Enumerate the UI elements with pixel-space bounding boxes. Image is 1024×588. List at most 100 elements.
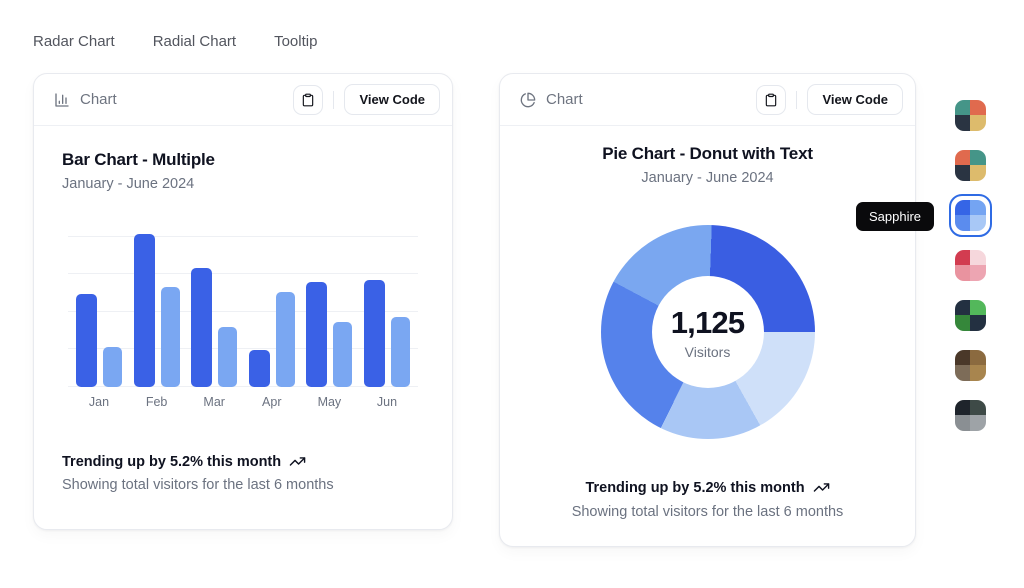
bar-desktop xyxy=(363,280,385,387)
swatch-quadrant xyxy=(970,249,986,265)
bar-desktop xyxy=(76,294,97,387)
bar-desktop xyxy=(191,268,213,387)
header-divider xyxy=(333,90,335,109)
nav-item-radar-chart[interactable]: Radar Chart xyxy=(33,33,115,50)
bar-card-header: Chart View Code xyxy=(34,74,452,126)
theme-swatch-5[interactable] xyxy=(954,299,986,331)
donut-total-value: 1,125 xyxy=(670,304,745,340)
bar-chart-card: Chart View Code Bar Chart - Multiple Jan… xyxy=(33,73,453,530)
swatch-quadrant xyxy=(954,165,970,181)
x-axis-label: Feb xyxy=(145,395,168,409)
swatch-quadrant xyxy=(970,149,986,165)
bar-desktop xyxy=(248,350,270,387)
pie-footer-description: Showing total visitors for the last 6 mo… xyxy=(571,504,844,520)
theme-swatch-4[interactable] xyxy=(954,249,986,281)
gridline xyxy=(68,310,418,312)
swatch-quadrant xyxy=(954,115,970,131)
bar-desktop xyxy=(306,282,328,387)
bar-axis-labels: Jan Feb Mar Apr May Jun xyxy=(76,395,410,409)
theme-swatch-1[interactable] xyxy=(954,99,986,131)
swatch-quadrant xyxy=(954,249,970,265)
swatch-quadrant xyxy=(954,315,970,331)
pie-chart-title: Pie Chart - Donut with Text xyxy=(602,144,813,163)
trending-up-icon xyxy=(813,479,830,496)
clipboard-icon xyxy=(301,93,315,107)
gridline xyxy=(68,235,418,237)
pie-footer-trend: Trending up by 5.2% this month xyxy=(528,479,887,496)
swatch-row xyxy=(946,340,994,390)
swatch-quadrant xyxy=(954,265,970,281)
clipboard-icon xyxy=(764,93,778,107)
bar-group-apr xyxy=(248,292,295,387)
bar-group-feb xyxy=(133,234,180,387)
bar-mobile xyxy=(160,287,180,387)
swatch-quadrant xyxy=(954,199,970,215)
view-code-button[interactable]: View Code xyxy=(807,84,903,115)
swatch-quadrant xyxy=(970,365,986,381)
header-divider xyxy=(796,90,798,109)
bar-group-jan xyxy=(76,294,122,387)
swatch-quadrant xyxy=(954,149,970,165)
gridline xyxy=(68,386,418,387)
donut-chart: 1,125 Visitors xyxy=(600,225,815,439)
swatch-quadrant xyxy=(970,199,986,215)
swatch-row xyxy=(946,190,994,240)
x-axis-label: Jan xyxy=(88,395,110,409)
x-axis-label: Jun xyxy=(376,395,398,409)
swatch-row xyxy=(946,240,994,290)
swatch-row xyxy=(946,90,994,140)
theme-swatch-6[interactable] xyxy=(954,349,986,381)
theme-swatch-sapphire[interactable] xyxy=(954,199,986,231)
swatch-quadrant xyxy=(970,349,986,365)
view-code-button[interactable]: View Code xyxy=(344,84,440,115)
card-header-label: Chart xyxy=(80,91,117,108)
swatch-quadrant xyxy=(970,265,986,281)
swatch-quadrant xyxy=(954,215,970,231)
theme-swatch-2[interactable] xyxy=(954,149,986,181)
swatch-quadrant xyxy=(954,99,970,115)
gridline xyxy=(68,348,418,350)
bar-chart-icon xyxy=(54,92,70,108)
theme-swatch-7[interactable] xyxy=(954,399,986,431)
swatch-quadrant xyxy=(970,99,986,115)
copy-button[interactable] xyxy=(293,84,324,115)
pie-card-header: Chart View Code xyxy=(500,74,915,126)
bar-mobile xyxy=(390,317,410,387)
x-axis-label: Apr xyxy=(262,395,282,409)
bar-group-mar xyxy=(191,268,238,387)
pie-chart-card: Chart View Code Pie Chart - Donut with T… xyxy=(499,73,916,547)
swatch-quadrant xyxy=(954,365,970,381)
swatch-quadrant xyxy=(954,415,970,431)
selected-theme-ring xyxy=(948,193,992,237)
bar-footer-description: Showing total visitors for the last 6 mo… xyxy=(62,477,334,493)
donut-center: 1,125 Visitors xyxy=(651,276,764,388)
card-header-label: Chart xyxy=(546,91,583,108)
swatch-quadrant xyxy=(954,299,970,315)
x-axis-label: May xyxy=(317,395,342,409)
nav-item-tooltip[interactable]: Tooltip xyxy=(274,33,318,50)
bar-chart-title: Bar Chart - Multiple xyxy=(62,150,215,169)
swatch-row xyxy=(946,140,994,190)
bar-mobile xyxy=(333,322,353,387)
copy-button[interactable] xyxy=(756,84,787,115)
bar-plot xyxy=(68,234,418,387)
bar-mobile xyxy=(103,347,122,387)
swatch-quadrant xyxy=(970,299,986,315)
pie-chart-subtitle: January - June 2024 xyxy=(641,170,774,186)
swatch-quadrant xyxy=(970,399,986,415)
bar-mobile xyxy=(275,292,295,387)
swatch-row xyxy=(946,390,994,440)
gridline xyxy=(68,273,418,275)
bar-mobile xyxy=(218,327,238,387)
swatch-quadrant xyxy=(954,349,970,365)
swatch-quadrant xyxy=(970,215,986,231)
theme-picker xyxy=(946,90,994,440)
swatch-row xyxy=(946,290,994,340)
bar-group-may xyxy=(306,282,353,387)
nav-item-radial-chart[interactable]: Radial Chart xyxy=(152,33,237,50)
bar-desktop xyxy=(133,234,155,387)
bar-footer-trend: Trending up by 5.2% this month xyxy=(62,453,424,470)
bar-chart-subtitle: January - June 2024 xyxy=(62,176,195,192)
top-nav: Radar Chart Radial Chart Tooltip xyxy=(33,33,317,50)
swatch-quadrant xyxy=(970,165,986,181)
